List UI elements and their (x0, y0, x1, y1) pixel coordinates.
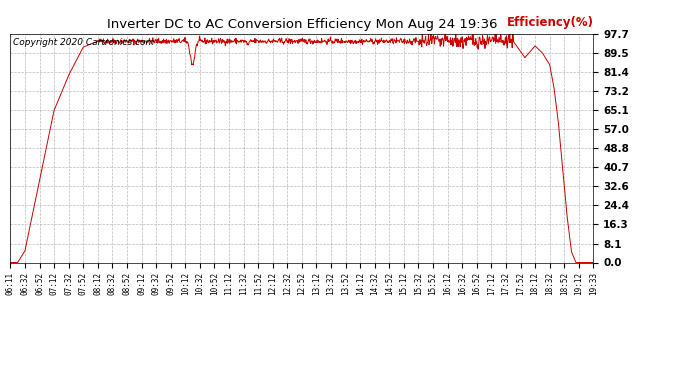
Text: Copyright 2020 Cartronics.com: Copyright 2020 Cartronics.com (13, 38, 155, 47)
Title: Inverter DC to AC Conversion Efficiency Mon Aug 24 19:36: Inverter DC to AC Conversion Efficiency … (107, 18, 497, 31)
Text: Efficiency(%): Efficiency(%) (506, 16, 593, 29)
